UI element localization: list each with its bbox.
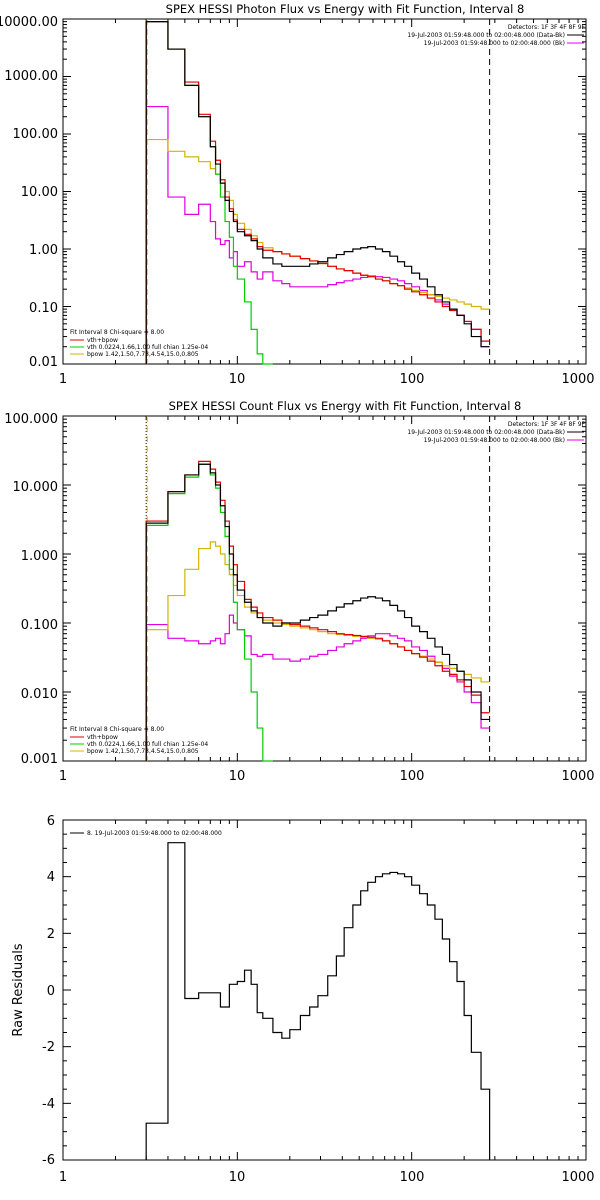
x-tick-label: 100 — [400, 372, 425, 387]
y-tick-label: 0.10 — [29, 301, 58, 316]
y-tick-label: 1.00 — [29, 243, 58, 258]
count-x-tick-labels: 1 10 100 1000 — [59, 769, 595, 784]
fit-info: Fit Interval 8 Chi-square = 8.00 — [70, 726, 164, 733]
series-vth — [145, 21, 273, 365]
x-tick-label: 1 — [59, 769, 67, 784]
header-bk-interval: 19-Jul-2003 01:59:48.000 to 02:00:48.000… — [424, 437, 565, 444]
residuals-axis-ticks — [62, 819, 587, 1161]
residuals-series — [145, 842, 491, 1160]
residuals-plot-frame — [62, 819, 587, 1161]
y-tick-label: 4 — [47, 870, 55, 885]
x-tick-label: 1000 — [561, 769, 594, 784]
y-tick-label: 10000.00 — [0, 15, 58, 30]
photon-legend: Fit Interval 8 Chi-square = 8.00 vth+bpo… — [70, 329, 208, 358]
x-tick-label: 1 — [59, 1170, 67, 1185]
residuals-panel: 6 4 2 0 -2 -4 -6 1 10 100 1000 Raw Resid… — [11, 814, 595, 1185]
x-tick-label: 100 — [400, 1170, 425, 1185]
x-tick-label: 1 — [59, 372, 67, 387]
photon-header: Detectors: 1F 3F 4F 8F 9F 19-Jul-2003 01… — [407, 24, 585, 47]
series-bpow — [145, 138, 490, 364]
x-tick-label: 10 — [229, 769, 246, 784]
y-tick-label: -4 — [42, 1097, 55, 1112]
series-total — [145, 460, 490, 761]
y-tick-label: 100.00 — [13, 127, 59, 142]
x-tick-label: 1000 — [561, 1170, 594, 1185]
series-total — [145, 21, 490, 364]
y-tick-label: 0.010 — [21, 687, 58, 702]
y-tick-label: 10.00 — [21, 185, 58, 200]
legend-label-total: vth+bpow — [87, 337, 118, 344]
photon-y-tick-labels: 10000.00 1000.00 100.00 10.00 1.00 0.10 … — [0, 15, 58, 370]
count-plot-frame — [62, 415, 587, 762]
photon-flux-panel: SPEX HESSI Photon Flux vs Energy with Fi… — [0, 2, 595, 387]
fit-info: Fit Interval 8 Chi-square = 8.00 — [70, 329, 164, 336]
y-tick-label: 1000.00 — [4, 69, 58, 84]
x-tick-label: 10 — [229, 1170, 246, 1185]
y-tick-label: 0.100 — [21, 618, 58, 633]
photon-plot-frame — [62, 18, 587, 365]
residuals-y-axis-label: Raw Residuals — [11, 943, 26, 1036]
legend-label-bpow: bpow 1.42,1.50,7.73,4.54,15.0,0.805 — [87, 351, 199, 358]
count-axis-ticks — [62, 415, 587, 762]
photon-vertical-lines — [145, 19, 491, 364]
count-series — [145, 460, 490, 762]
residuals-x-tick-labels: 1 10 100 1000 — [59, 1170, 595, 1185]
series-vth — [145, 463, 273, 762]
header-bk-interval: 19-Jul-2003 01:59:48.000 to 02:00:48.000… — [424, 40, 565, 47]
legend-label-total: vth+bpow — [87, 734, 118, 741]
y-tick-label: -2 — [42, 1040, 55, 1055]
series-data — [145, 21, 490, 364]
y-tick-label: 0 — [47, 984, 55, 999]
photon-x-tick-labels: 1 10 100 1000 — [59, 372, 595, 387]
count-header: Detectors: 1F 3F 4F 8F 9F 19-Jul-2003 01… — [407, 421, 585, 444]
photon-chart-title: SPEX HESSI Photon Flux vs Energy with Fi… — [166, 2, 525, 16]
x-tick-label: 1000 — [561, 372, 594, 387]
x-tick-label: 10 — [229, 372, 246, 387]
residuals-y-tick-labels: 6 4 2 0 -2 -4 -6 — [42, 814, 55, 1168]
count-flux-panel: SPEX HESSI Count Flux vs Energy with Fit… — [4, 399, 594, 784]
header-detectors: Detectors: 1F 3F 4F 8F 9F — [508, 24, 586, 31]
y-tick-label: -6 — [42, 1153, 55, 1168]
series-background — [145, 105, 490, 364]
series-data — [145, 842, 491, 1160]
y-tick-label: 0.01 — [29, 355, 58, 370]
series-background — [145, 614, 490, 761]
series-data — [145, 463, 490, 761]
count-legend: Fit Interval 8 Chi-square = 8.00 vth+bpo… — [70, 726, 208, 755]
count-vertical-lines — [145, 416, 491, 761]
legend-label-data: 8. 19-Jul-2003 01:59:48.000 to 02:00:48.… — [87, 830, 222, 837]
y-tick-label: 100.000 — [4, 412, 58, 427]
y-tick-label: 10.000 — [13, 480, 59, 495]
y-tick-label: 6 — [47, 814, 55, 829]
series-bpow — [145, 541, 490, 761]
y-tick-label: 2 — [47, 927, 55, 942]
header-data-interval: 19-Jul-2003 01:59:48.000 to 02:00:48.000… — [407, 429, 565, 436]
y-tick-label: 1.000 — [21, 549, 58, 564]
legend-label-vth: vth 0.0224,1.66,1.00 full chian 1.25e-04 — [87, 344, 208, 351]
photon-series — [145, 21, 490, 365]
header-detectors: Detectors: 1F 3F 4F 8F 9F — [508, 421, 586, 428]
count-chart-title: SPEX HESSI Count Flux vs Energy with Fit… — [169, 399, 522, 413]
legend-label-vth: vth 0.0224,1.66,1.00 full chian 1.25e-04 — [87, 741, 208, 748]
x-tick-label: 100 — [400, 769, 425, 784]
count-y-tick-labels: 100.000 10.000 1.000 0.100 0.010 0.001 — [4, 412, 58, 767]
residuals-legend: 8. 19-Jul-2003 01:59:48.000 to 02:00:48.… — [70, 830, 222, 837]
y-tick-label: 0.001 — [21, 752, 58, 767]
legend-label-bpow: bpow 1.42,1.50,7.73,4.54,15.0,0.805 — [87, 748, 199, 755]
photon-axis-ticks — [62, 18, 587, 365]
header-data-interval: 19-Jul-2003 01:59:48.000 to 02:00:48.000… — [407, 32, 565, 39]
